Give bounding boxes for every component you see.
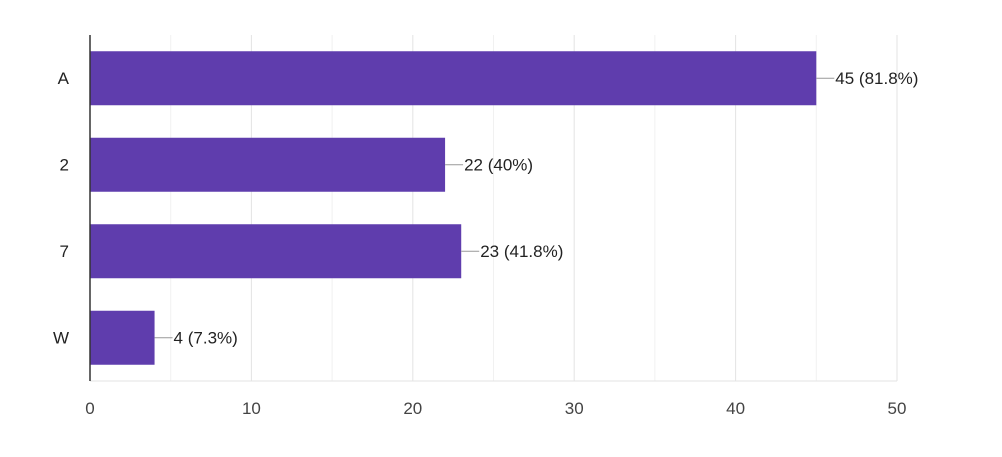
x-tick-label: 40 [726,399,745,418]
bar [90,224,462,279]
bars [90,51,817,365]
bar [90,137,446,192]
bar [90,51,817,106]
x-tick-label: 30 [565,399,584,418]
data-label: 23 (41.8%) [480,242,563,261]
category-label: A [58,69,70,88]
category-label: 7 [60,242,69,261]
x-tick-label: 20 [403,399,422,418]
data-label: 45 (81.8%) [835,69,918,88]
bar [90,310,155,365]
x-tick-label: 50 [888,399,907,418]
data-label: 4 (7.3%) [174,328,238,347]
x-tick-label: 10 [242,399,261,418]
data-label: 22 (40%) [464,155,533,174]
labels: 45 (81.8%) A 22 (40%) 2 23 (41.8%) 7 4 (7.3%) W [53,69,919,348]
category-label: W [53,328,69,347]
axes: 0 10 20 30 40 50 [85,35,906,418]
category-label: 2 [60,155,69,174]
x-tick-label: 0 [85,399,94,418]
